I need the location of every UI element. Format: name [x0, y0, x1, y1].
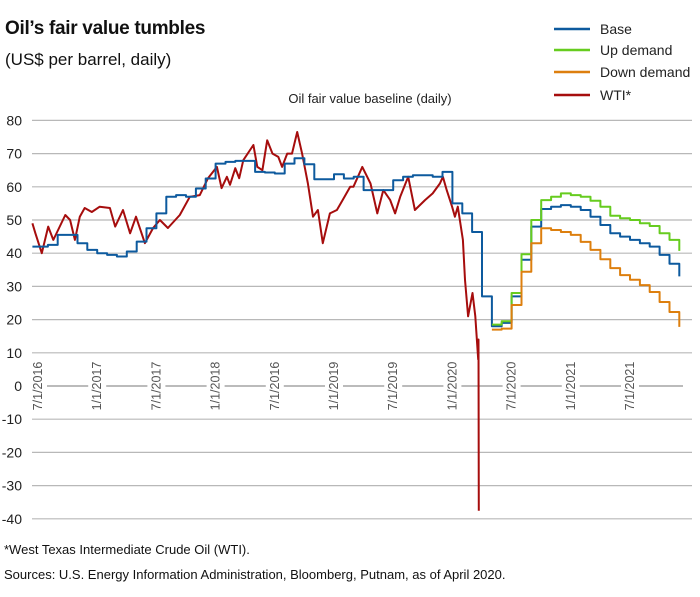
footnote: *West Texas Intermediate Crude Oil (WTI)…: [4, 542, 250, 557]
legend-item: Up demand: [554, 42, 672, 58]
legend-label: WTI*: [600, 87, 632, 103]
y-tick-label: 70: [6, 146, 22, 162]
legend-item: Base: [554, 21, 632, 37]
x-tick-label: 7/1/2019: [386, 362, 400, 411]
series-line-wti: [31, 131, 480, 511]
legend-label: Base: [600, 21, 632, 37]
legend-item: WTI*: [554, 87, 632, 103]
x-axis: 7/1/2016 1/1/2017 7/1/2017 1/1/2018 7/1/2016…: [31, 362, 683, 411]
legend-label: Up demand: [600, 42, 672, 58]
y-tick-label: -40: [2, 511, 22, 527]
y-tick-label: 20: [6, 312, 22, 328]
legend-label: Down demand: [600, 64, 690, 80]
y-tick-label: -20: [2, 444, 22, 460]
x-tick-label: 1/1/2019: [327, 362, 341, 411]
chart-annotation: Oil fair value baseline (daily): [288, 91, 451, 106]
chart-subtitle: (US$ per barrel, daily): [5, 50, 172, 69]
y-tick-label: 40: [6, 245, 22, 261]
series-line-down-demand: [491, 227, 681, 331]
chart-title: Oil’s fair value tumbles: [5, 18, 206, 39]
x-tick-label: 7/1/2021: [623, 362, 637, 411]
x-tick-label: 1/1/2021: [564, 362, 578, 411]
y-tick-label: 80: [6, 112, 22, 128]
x-tick-label: 1/1/2020: [445, 362, 459, 411]
y-tick-label: 60: [6, 179, 22, 195]
sources: Sources: U.S. Energy Information Adminis…: [4, 567, 506, 582]
x-tick-label: 7/1/2017: [149, 362, 163, 411]
y-tick-label: 50: [6, 212, 22, 228]
x-tick-label: 1/1/2017: [90, 362, 104, 411]
legend-item: Down demand: [554, 64, 690, 80]
y-axis: 80 70 60 50 40 30 20 10 0 -10 -20 -30 -40: [2, 112, 22, 526]
series-lines: [31, 131, 681, 511]
y-tick-label: 30: [6, 278, 22, 294]
series-line-base: [32, 157, 681, 328]
y-tick-label: -30: [2, 478, 22, 494]
x-tick-label: 1/1/2018: [209, 362, 223, 411]
gridlines: [32, 119, 692, 520]
series-line-up-demand: [491, 192, 681, 326]
y-tick-label: -10: [2, 411, 22, 427]
y-tick-label: 10: [6, 345, 22, 361]
x-tick-label: 7/1/2020: [505, 362, 519, 411]
x-tick-label: 7/1/2016: [31, 362, 45, 411]
legend: Base Up demand Down demand WTI*: [554, 21, 690, 103]
y-tick-label: 0: [14, 378, 22, 394]
x-tick-label: 7/1/2016: [268, 362, 282, 411]
